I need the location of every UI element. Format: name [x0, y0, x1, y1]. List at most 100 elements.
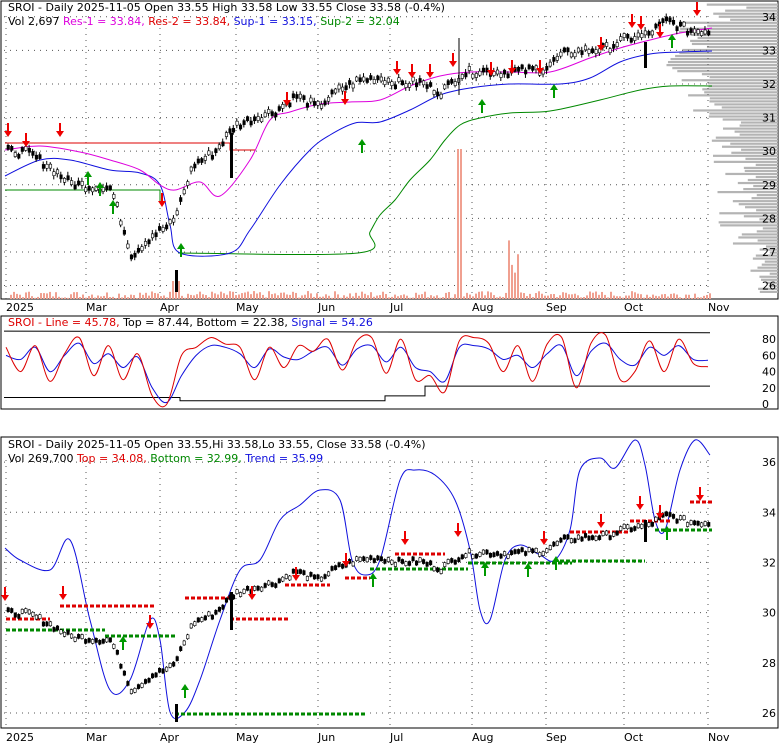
trend-candle: [319, 576, 324, 582]
price-candle: [707, 30, 711, 36]
panel1-legend-part-3: Sup-1 = 33.15,: [234, 15, 321, 28]
volume-bar: [19, 294, 21, 299]
volume-bar: [118, 293, 120, 299]
volume-profile-bar: [744, 169, 778, 173]
volume-bar: [223, 293, 225, 299]
trend-candle: [302, 570, 306, 575]
price-candle: [436, 91, 440, 97]
volume-bar: [250, 294, 252, 299]
sell-arrow: [597, 45, 605, 51]
price-candle: [383, 80, 387, 85]
price-candle: [566, 47, 570, 53]
volume-bar: [700, 297, 702, 299]
trend-candle: [601, 531, 605, 536]
trend-candle: [80, 634, 84, 639]
volume-bar: [685, 294, 687, 299]
volume-bar: [64, 297, 66, 299]
price-candle: [506, 73, 510, 79]
volume-bar: [703, 295, 705, 299]
trend-candle: [594, 535, 598, 541]
volume-bar: [322, 296, 324, 299]
volume-bar: [181, 295, 183, 299]
volume-profile-bar: [721, 145, 778, 148]
sell-arrow: [696, 495, 704, 501]
trend-candle: [186, 634, 190, 640]
trend-candle: [224, 597, 229, 603]
volume-bar: [640, 294, 642, 299]
panel2-y-tick: 40: [762, 366, 776, 379]
price-candle: [270, 111, 274, 116]
volume-bar: [352, 296, 354, 299]
volume-bar: [580, 297, 582, 299]
panel1-x-label: Aug: [472, 301, 493, 314]
stoch-bottom-line: [4, 385, 710, 402]
volume-profile-bar: [740, 121, 778, 124]
price-candle: [654, 23, 658, 29]
volume-bar: [556, 297, 558, 299]
volume-bar: [169, 291, 171, 299]
price-candle: [372, 79, 376, 84]
volume-profile-bar: [709, 100, 778, 103]
trend-candle: [323, 574, 327, 579]
panel3-legend-part-1: Top = 34.08,: [76, 452, 150, 465]
price-candle: [365, 78, 369, 83]
volume-profile-bar: [759, 218, 778, 221]
volume-bar: [316, 293, 318, 299]
price-candle: [80, 181, 84, 186]
price-candle: [453, 81, 457, 86]
price-candle: [594, 49, 598, 54]
buy-arrow: [550, 84, 558, 90]
price-candle: [136, 247, 141, 253]
volume-bar: [694, 293, 696, 299]
trend-candle: [143, 679, 148, 684]
price-candle: [573, 52, 577, 58]
volume-bar: [604, 294, 606, 299]
price-candle: [531, 66, 535, 71]
volume-profile-bar: [677, 70, 778, 73]
volume-bar: [241, 293, 243, 299]
price-candle: [196, 158, 200, 164]
trend-candle: [422, 559, 426, 564]
volume-profile-bar: [759, 290, 778, 293]
sell-arrow: [487, 70, 495, 76]
volume-profile-bar: [741, 233, 778, 236]
panel3-x-label: Oct: [624, 731, 644, 744]
panel3-x-label: Jun: [317, 731, 335, 744]
price-candle: [66, 175, 70, 181]
volume-bar: [184, 297, 186, 299]
price-candle: [312, 101, 317, 106]
trend-candle: [407, 561, 412, 566]
trend-candle: [397, 556, 401, 562]
price-candle: [583, 45, 588, 51]
volume-bar: [430, 295, 432, 299]
price-candle: [643, 30, 647, 36]
price-candle: [358, 77, 362, 83]
volume-bar: [595, 291, 597, 299]
price-candle: [464, 72, 468, 78]
volume-bar: [529, 293, 531, 299]
volume-profile-bar: [688, 94, 778, 97]
price-candle: [112, 194, 116, 199]
trend-candle: [488, 552, 493, 558]
volume-profile-bar: [764, 260, 778, 263]
trend-candle: [439, 569, 443, 574]
price-candle: [151, 233, 155, 239]
price-candle: [73, 184, 77, 190]
volume-bar: [370, 292, 372, 299]
price-candle: [591, 48, 595, 54]
volume-bar: [496, 297, 498, 299]
volume-bar: [598, 294, 600, 299]
volume-bar: [385, 294, 387, 299]
price-candle: [450, 79, 454, 84]
price-candle: [664, 16, 669, 22]
volume-bar: [211, 291, 213, 299]
panel1-y-tick: 28: [762, 212, 776, 225]
panel3-legend: Vol 269,700 Top = 34.08, Bottom = 32.99,…: [8, 452, 323, 465]
panel1-y-tick: 30: [762, 145, 776, 158]
price-candle: [277, 106, 281, 111]
trend-candle: [355, 556, 359, 562]
volume-bar: [382, 291, 384, 299]
resistance-1-band: [4, 27, 713, 197]
buy-arrow: [96, 182, 104, 188]
trend-candle: [573, 538, 577, 543]
